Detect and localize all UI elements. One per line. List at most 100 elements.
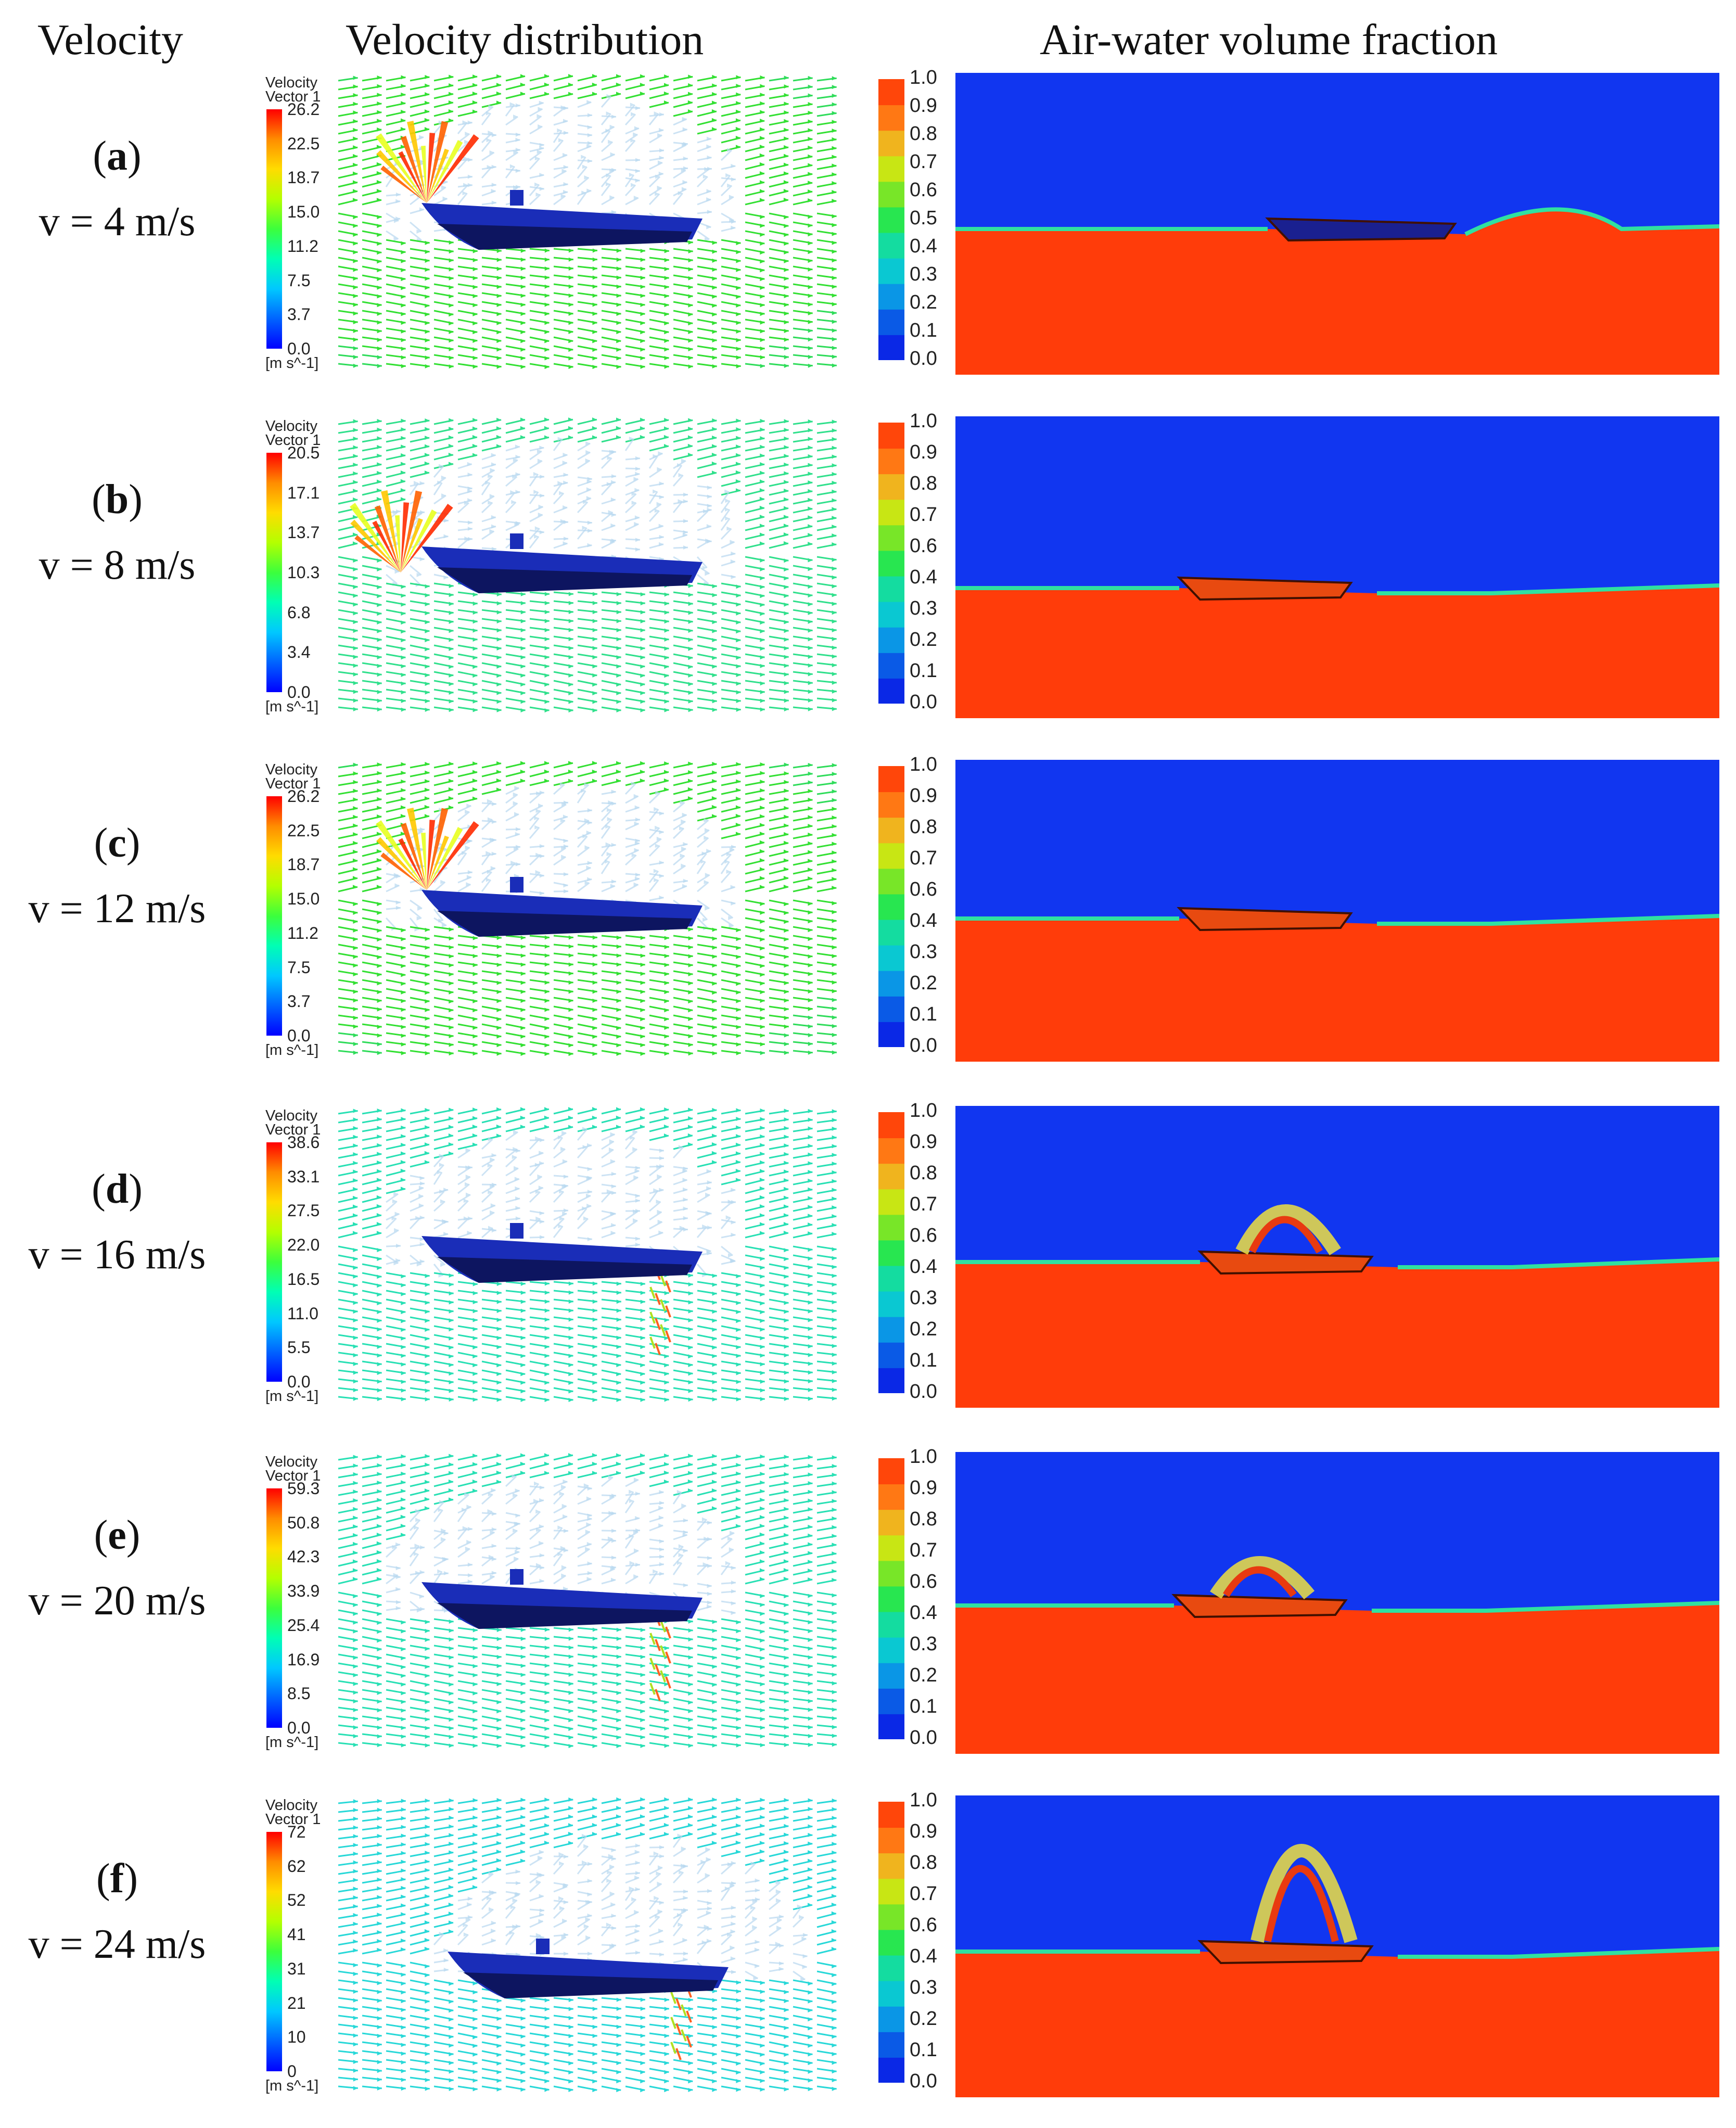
legend-title-line1: Velocity (265, 1107, 317, 1124)
fraction-tick: 0.7 (910, 1539, 937, 1561)
velocity-panel-d: Velocity Vector 1 38.6 33.1 27.5 22.0 16.5 11.0… (265, 1106, 848, 1408)
fraction-tick: 0.4 (910, 1945, 937, 1967)
panel-id: (e) (94, 1512, 141, 1558)
row-label-e: (e) v = 20 m/s (0, 1509, 234, 1627)
fraction-tick: 0.6 (910, 535, 937, 557)
fraction-tick: 0.0 (910, 1035, 937, 1056)
velocity-panel-e: Velocity Vector 1 59.3 50.8 42.3 33.9 25.4 16.9… (265, 1452, 848, 1754)
legend-colorbar (266, 1832, 282, 2071)
fraction-tick: 0.4 (910, 1256, 937, 1278)
fraction-band (878, 1291, 904, 1317)
fraction-tick: 0.8 (910, 473, 937, 494)
fraction-band (878, 1560, 904, 1587)
panel-id: (f) (96, 1856, 138, 1902)
fraction-tick: 1.0 (910, 1446, 937, 1468)
legend-tick: 7.5 (287, 958, 311, 977)
fraction-band (878, 105, 904, 131)
panel-id: (b) (92, 477, 143, 523)
fraction-band (878, 576, 904, 602)
boat-silhouette (1177, 576, 1353, 601)
velocity-value: v = 24 m/s (28, 1921, 206, 1967)
panel-letter: b (105, 477, 129, 523)
velocity-vector-field (338, 1797, 837, 2093)
legend-tick: 3.7 (287, 992, 311, 1011)
fraction-field (955, 416, 1719, 718)
fraction-band (878, 1637, 904, 1663)
row-label-b: (b) v = 8 m/s (0, 474, 234, 591)
fraction-band (878, 1163, 904, 1190)
velocity-vector-field (338, 74, 837, 369)
legend-title-line2: Vector 1 (265, 1468, 321, 1484)
fraction-band (878, 334, 904, 360)
legend-colorbar (266, 109, 282, 349)
legend-title-line2: Vector 1 (265, 88, 321, 105)
fraction-band (878, 156, 904, 182)
fraction-tick: 0.7 (910, 504, 937, 526)
stern-wake-vectors (649, 1608, 671, 1701)
row-label-d: (d) v = 16 m/s (0, 1163, 234, 1281)
legend-tick: 42.3 (287, 1547, 320, 1566)
fraction-tick: 0.0 (910, 348, 937, 369)
fraction-tick: 0.0 (910, 1727, 937, 1749)
fraction-tick: 0.7 (910, 1193, 937, 1215)
legend-colorbar (266, 1488, 282, 1728)
spray-plume (1210, 1556, 1315, 1600)
bow-spray-vectors (375, 808, 479, 890)
fraction-band (878, 1827, 904, 1854)
bow-spray-vectors (375, 121, 479, 203)
fraction-field (955, 1106, 1719, 1408)
fraction-band (878, 1662, 904, 1689)
fraction-band (878, 181, 904, 208)
legend-title-line1: Velocity (265, 418, 317, 435)
water-region (955, 209, 1719, 375)
legend-tick: 0 (287, 2062, 297, 2081)
legend-tick: 6.8 (287, 603, 311, 622)
legend-tick: 17.1 (287, 483, 320, 502)
panel-letter: f (110, 1856, 124, 1902)
fraction-band (878, 1342, 904, 1368)
free-surface (955, 1947, 1719, 1959)
fraction-colorbar (878, 766, 904, 1047)
spray-plume (1235, 1204, 1341, 1256)
fraction-band (878, 627, 904, 653)
fraction-tick: 1.0 (910, 67, 937, 88)
legend-title-line2: Vector 1 (265, 432, 321, 449)
fraction-tick: 0.8 (910, 816, 937, 838)
vector-arrows (338, 1453, 837, 1749)
legend-tick: 22.5 (287, 821, 320, 840)
fraction-tick: 0.4 (910, 1602, 937, 1624)
legend-unit: [m s^-1] (265, 698, 319, 715)
fraction-tick: 0.7 (910, 847, 937, 869)
fraction-tick: 0.9 (910, 1131, 937, 1153)
legend-tick: 25.4 (287, 1615, 320, 1635)
panel-letter: c (108, 820, 126, 866)
fraction-tick: 0.0 (910, 2070, 937, 2092)
fraction-tick: 0.1 (910, 320, 937, 341)
fraction-band (878, 1484, 904, 1510)
fraction-band (878, 1240, 904, 1266)
legend-tick: 11.2 (287, 923, 318, 942)
fraction-tick: 0.3 (910, 1287, 937, 1309)
legend-tick: 26.2 (287, 100, 320, 119)
fraction-band (878, 1586, 904, 1612)
boat-silhouette (1177, 907, 1353, 932)
water-region (955, 1603, 1719, 1754)
panel-letter: a (107, 133, 127, 179)
velocity-panel-b: Velocity Vector 1 20.5 17.1 13.7 10.3 6.8 3.4 0.… (265, 416, 848, 718)
fraction-band (878, 1189, 904, 1215)
fraction-band (878, 1458, 904, 1485)
velocity-value: v = 16 m/s (28, 1232, 206, 1278)
fraction-band (878, 1021, 904, 1047)
vector-arrows (338, 1107, 837, 1403)
fraction-tick: 0.5 (910, 207, 937, 229)
legend-tick: 22.5 (287, 134, 320, 153)
legend-title-line2: Vector 1 (265, 775, 321, 792)
fraction-band (878, 792, 904, 818)
fraction-tick: 0.0 (910, 691, 937, 713)
legend-tick: 7.5 (287, 271, 311, 290)
fraction-tick: 0.7 (910, 151, 937, 173)
legend-tick: 0.0 (287, 1718, 311, 1737)
fraction-band (878, 919, 904, 946)
boat-silhouette (1197, 1250, 1374, 1275)
fraction-tick: 0.3 (910, 941, 937, 963)
